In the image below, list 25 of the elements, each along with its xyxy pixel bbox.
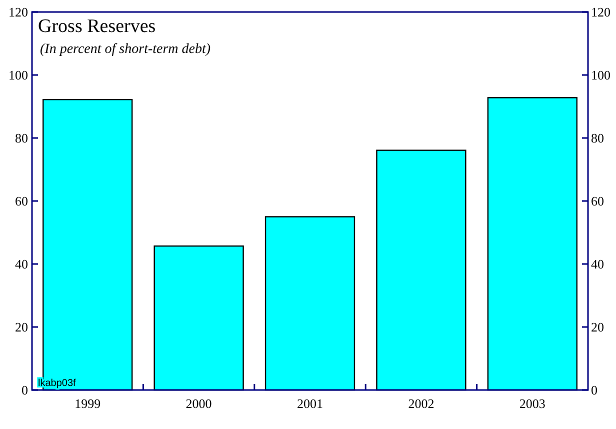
y-tick-label: 120 [8, 4, 28, 20]
y2-tick-label: 120 [591, 4, 610, 20]
bar [487, 97, 578, 391]
bar [376, 150, 466, 391]
bar [154, 245, 244, 391]
chart-title: Gross Reserves [38, 16, 156, 37]
y2-tick-label: 80 [591, 130, 604, 146]
text: (In percent of short-term debt) [40, 42, 211, 57]
x-tick-label: 2002 [408, 396, 434, 411]
y2-tick-label: 40 [591, 256, 604, 272]
x-tick-label: 2000 [186, 396, 212, 411]
x-tick-label: 2003 [519, 396, 546, 411]
x-tick-label: 1999 [74, 396, 101, 411]
y-tick-label: 20 [15, 320, 28, 335]
y2-tick-label: 100 [591, 68, 610, 83]
y-tick-label: 60 [15, 194, 28, 209]
y2-tick-label: 0 [591, 382, 598, 398]
y2-tick-label: 20 [591, 320, 604, 335]
y2-tick-label: 60 [591, 194, 604, 209]
y-tick-label: 40 [15, 256, 28, 272]
bar [264, 216, 356, 391]
y-tick-label: 80 [15, 130, 28, 146]
x-tick-label: 2001 [297, 396, 323, 411]
y-tick-label: 100 [8, 68, 28, 83]
y-tick-label: 0 [22, 382, 28, 398]
